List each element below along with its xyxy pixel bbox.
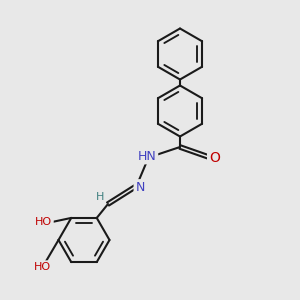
Text: HO: HO xyxy=(33,262,51,272)
Text: O: O xyxy=(209,151,220,164)
Text: HO: HO xyxy=(35,217,52,227)
Text: HN: HN xyxy=(138,149,156,163)
Text: N: N xyxy=(135,181,145,194)
Text: O: O xyxy=(209,151,220,164)
Text: H: H xyxy=(95,192,104,203)
Text: HO: HO xyxy=(35,217,52,227)
Text: HN: HN xyxy=(138,149,156,163)
Text: N: N xyxy=(135,181,145,194)
Text: H: H xyxy=(95,192,104,203)
Text: HO: HO xyxy=(33,262,51,272)
